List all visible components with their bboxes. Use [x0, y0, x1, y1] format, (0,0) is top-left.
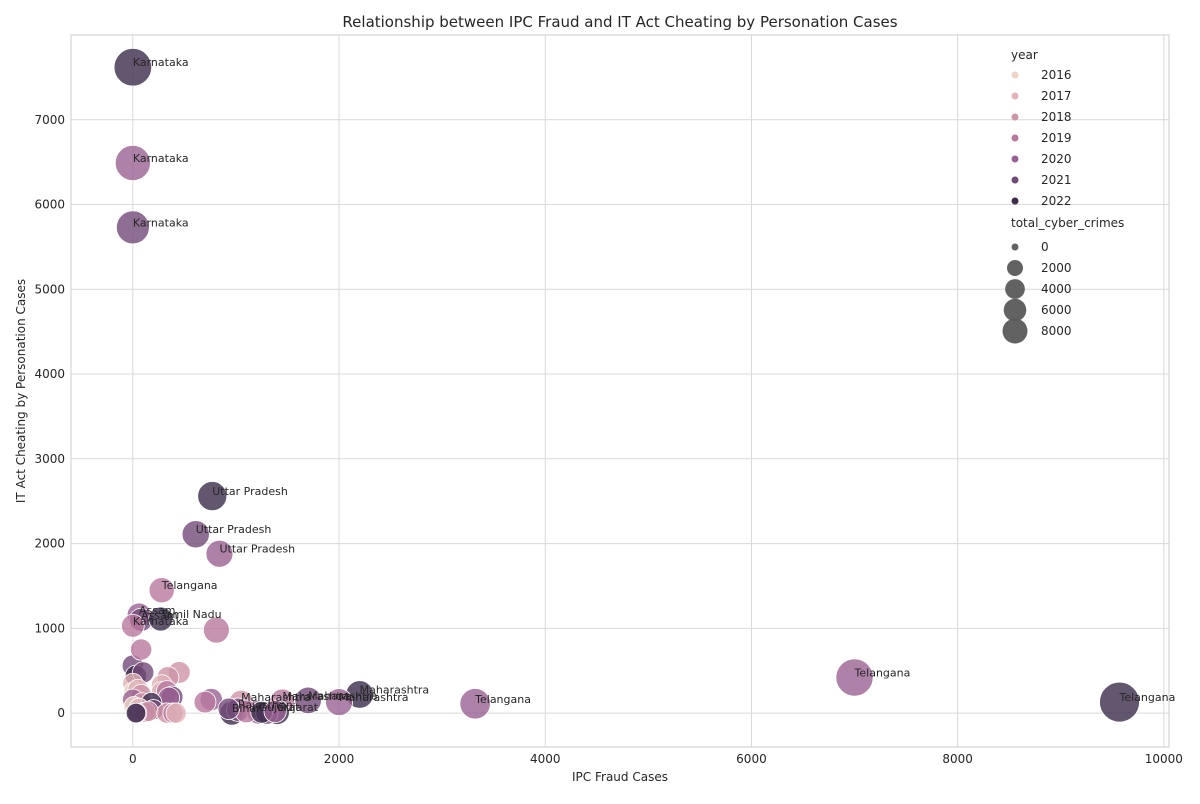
legend-size-swatch	[1005, 279, 1025, 299]
scatter-point	[205, 539, 234, 568]
legend-label: 2022	[1041, 194, 1072, 208]
legend-label: 2019	[1041, 131, 1072, 145]
scatter-point	[1099, 681, 1140, 723]
x-tick-label: 2000	[324, 752, 355, 766]
x-axis-title: IPC Fraud Cases	[572, 770, 668, 784]
legend-swatch	[1011, 92, 1019, 100]
legend-hue-title: year	[1011, 48, 1038, 62]
point-label: Gujarat	[259, 701, 301, 714]
y-tick-label: 5000	[34, 282, 65, 296]
point-label: Assam	[141, 609, 177, 622]
legend-label: 2016	[1041, 68, 1072, 82]
legend-swatch	[1011, 71, 1019, 79]
scatter-point	[165, 702, 187, 724]
point-label: Maharashtra	[360, 683, 430, 696]
point-label: Assam	[139, 604, 175, 617]
point-label: Telangana	[1119, 691, 1176, 704]
point-label: Telangana	[161, 579, 218, 592]
ticks-layer: 0 2000 4000 6000 8000 10000 0 1000 2000 3000 4000 5…	[34, 113, 1182, 766]
legend-size-title: total_cyber_crimes	[1011, 216, 1124, 230]
y-tick-label: 7000	[34, 113, 65, 127]
legend-swatch	[1011, 134, 1019, 142]
legend-size-swatch	[1011, 243, 1019, 251]
x-tick-label: 0	[129, 752, 137, 766]
point-label: Telangana	[474, 693, 531, 706]
scatter-point	[193, 690, 217, 714]
plot-frame	[70, 34, 1170, 748]
chart-title: Relationship between IPC Fraud and IT Ac…	[342, 13, 897, 31]
scatter-point	[217, 697, 240, 720]
point-label: Uttar Pradesh	[219, 543, 295, 556]
point-label: Uttar Pradesh	[196, 523, 272, 536]
scatter-point	[121, 613, 145, 638]
point-label: Tamil Nadu	[160, 608, 222, 621]
point-label: Maharashtra	[282, 690, 352, 703]
legend-swatch	[1011, 197, 1019, 205]
scatter-point	[325, 688, 353, 716]
legend-size-swatch	[1007, 260, 1023, 276]
point-label: Telangana	[854, 666, 911, 679]
scatter-point	[202, 616, 230, 644]
x-tick-label: 6000	[736, 752, 767, 766]
scatter-point	[181, 520, 210, 549]
grid-layer	[71, 35, 1169, 747]
scatter-point	[114, 144, 151, 181]
point-label: Maharashtra	[339, 691, 409, 704]
y-tick-label: 1000	[34, 621, 65, 635]
legend-size-label: 4000	[1041, 282, 1072, 296]
y-tick-label: 4000	[34, 367, 65, 381]
y-tick-label: 0	[57, 706, 65, 720]
scatter-point	[125, 702, 147, 724]
legend-swatch	[1011, 113, 1019, 121]
legend-label: 2021	[1041, 173, 1072, 187]
x-tick-label: 10000	[1145, 752, 1183, 766]
scatter-point	[148, 606, 174, 632]
point-label: Bihar	[232, 702, 261, 715]
legend-label: 2018	[1041, 110, 1072, 124]
scatter-point	[115, 210, 150, 245]
legend-size-label: 2000	[1041, 261, 1072, 275]
legend-size-label: 6000	[1041, 303, 1072, 317]
legend-size-label: 0	[1041, 240, 1049, 254]
legend-label: 2017	[1041, 89, 1072, 103]
x-tick-label: 4000	[530, 752, 561, 766]
legend-label: 2020	[1041, 152, 1072, 166]
x-tick-label: 8000	[942, 752, 973, 766]
scatter-point	[459, 688, 491, 720]
scatter-point	[148, 577, 175, 604]
legend-size-label: 8000	[1041, 324, 1072, 338]
point-label: Karnataka	[133, 615, 189, 628]
scatter-point	[113, 47, 153, 87]
point-label: Karnataka	[133, 152, 189, 165]
legend-swatch	[1011, 176, 1019, 184]
labels-layer: Karnataka Karnataka Karnataka Uttar Pradesh…	[133, 56, 1175, 715]
point-label: Karnataka	[133, 216, 189, 229]
scatter-point	[197, 481, 228, 512]
legend-size-swatch	[1002, 318, 1028, 344]
point-label: Gujarat	[277, 701, 319, 714]
scatter-point	[130, 638, 153, 661]
scatter-point	[835, 658, 874, 697]
y-tick-label: 2000	[34, 537, 65, 551]
y-tick-label: 3000	[34, 452, 65, 466]
legend-size-swatch	[1003, 298, 1027, 322]
point-label: Uttar Pradesh	[212, 485, 288, 498]
y-axis-title: IT Act Cheating by Personation Cases	[14, 279, 28, 503]
point-label: Maharashtra	[308, 689, 378, 702]
point-label: Rajasthan	[238, 699, 293, 712]
scatter-point	[263, 699, 287, 723]
legend-swatch	[1011, 155, 1019, 163]
points-layer	[113, 47, 1140, 726]
point-label: Maharashtra	[241, 691, 311, 704]
y-tick-label: 6000	[34, 198, 65, 212]
point-label: Karnataka	[133, 56, 189, 69]
